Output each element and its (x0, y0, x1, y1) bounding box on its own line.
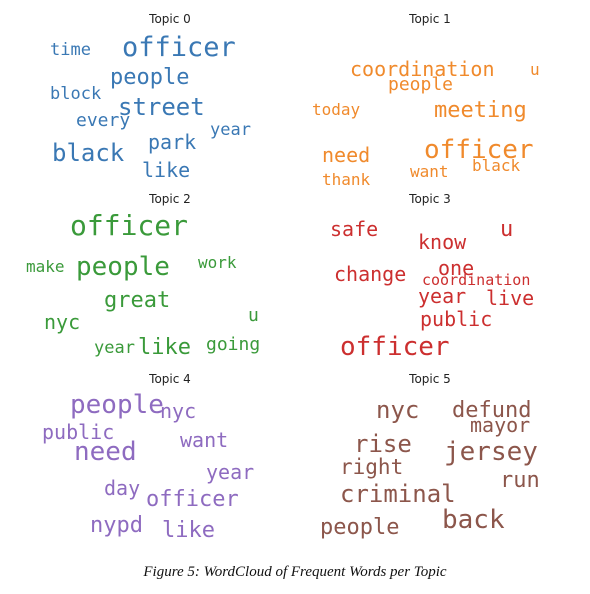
topic-0-word-every: every (76, 110, 131, 131)
topic-0-word-people: people (110, 65, 190, 90)
topic-5-word-nyc: nyc (376, 396, 420, 424)
topic-2-word-people: people (76, 252, 170, 282)
topic-4-word-public: public (42, 420, 115, 444)
topic-2-word-u: u (248, 305, 259, 326)
topic-2-word-year: year (94, 338, 135, 358)
topic-1-panel: Topic 1 coordination u people today meeting o… (300, 12, 560, 190)
topic-1-word-need: need (322, 143, 371, 167)
topic-3-word-live: live (486, 286, 535, 310)
topic-3-word-know: know (418, 230, 467, 254)
topic-2-word-going: going (206, 334, 261, 355)
topic-4-panel: Topic 4 people nyc public want need year day of… (40, 372, 300, 550)
topic-5-word-defund: defund (452, 398, 532, 423)
topic-1-word-coordination: coordination (350, 57, 495, 81)
topic-0-word-time: time (50, 40, 91, 60)
topic-4-word-want: want (180, 428, 229, 452)
topic-1-word-u: u (530, 60, 540, 79)
topic-0-title: Topic 0 (149, 12, 191, 26)
topic-0-panel: Topic 0 officer time people block street ever… (40, 12, 300, 190)
topic-5-word-rise: rise (354, 430, 412, 458)
topic-1-word-officer: officer (424, 135, 534, 165)
topic-1-word-want: want (410, 162, 449, 181)
topic-4-word-like: like (162, 518, 215, 543)
topic-3-word-one: one (438, 256, 475, 280)
figure-caption: Figure 5: WordCloud of Frequent Words pe… (143, 564, 447, 580)
topic-1-word-thank: thank (322, 170, 371, 189)
topic-4-word-officer: officer (146, 487, 239, 512)
topic-5-word-mayor: mayor (470, 413, 531, 437)
topic-4-word-people: people (70, 390, 164, 420)
topic-3-word-officer: officer (340, 332, 450, 362)
topic-3-word-year: year (418, 284, 467, 308)
topic-5-title: Topic 5 (409, 372, 451, 386)
topic-3-word-coordination: coordination (422, 271, 531, 289)
topic-5-word-jersey: jersey (444, 437, 538, 467)
topic-0-word-year: year (210, 120, 251, 140)
topic-2-word-make: make (26, 257, 65, 276)
topic-3-word-public: public (420, 307, 493, 331)
topic-3-word-safe: safe (330, 217, 379, 241)
topic-1-word-today: today (312, 100, 361, 119)
topic-5-panel: Topic 5 nyc defund mayor rise jersey right run… (300, 372, 560, 550)
topic-5-word-run: run (500, 468, 540, 493)
topic-5-word-back: back (442, 505, 505, 535)
topic-1-title: Topic 1 (409, 12, 451, 26)
topic-0-word-black: black (52, 139, 125, 167)
topic-2-title: Topic 2 (149, 192, 191, 206)
topic-0-word-street: street (118, 93, 205, 121)
topic-2-word-officer: officer (70, 209, 189, 242)
topic-2-word-nyc: nyc (44, 310, 81, 334)
topic-5-word-criminal: criminal (340, 480, 456, 508)
topic-4-title: Topic 4 (149, 372, 191, 386)
topic-3-word-u: u (500, 217, 514, 242)
topic-0-word-park: park (148, 130, 197, 154)
topic-4-word-need: need (74, 437, 137, 467)
topic-0-word-block: block (50, 84, 102, 104)
topic-1-word-people: people (388, 74, 454, 95)
topic-2-word-work: work (198, 253, 237, 272)
topic-2-word-like: like (138, 335, 191, 360)
topic-1-word-meeting: meeting (434, 98, 527, 123)
topic-3-panel: Topic 3 safe u know change one coordination ye… (300, 192, 560, 370)
topic-3-title: Topic 3 (409, 192, 451, 206)
topic-2-word-great: great (104, 288, 171, 313)
topic-0-word-officer: officer (122, 32, 236, 63)
topic-3-word-change: change (334, 262, 407, 286)
topic-4-word-nyc: nyc (160, 399, 197, 423)
topic-4-word-day: day (104, 476, 141, 500)
topic-4-word-year: year (206, 460, 255, 484)
topic-0-word-like: like (142, 158, 191, 182)
topic-5-word-right: right (340, 455, 404, 479)
topic-5-word-people: people (320, 515, 400, 540)
topic-4-word-nypd: nypd (90, 513, 143, 538)
topic-2-panel: Topic 2 officer make people work great nyc u ye… (26, 192, 300, 370)
topic-1-word-black: black (472, 156, 521, 175)
